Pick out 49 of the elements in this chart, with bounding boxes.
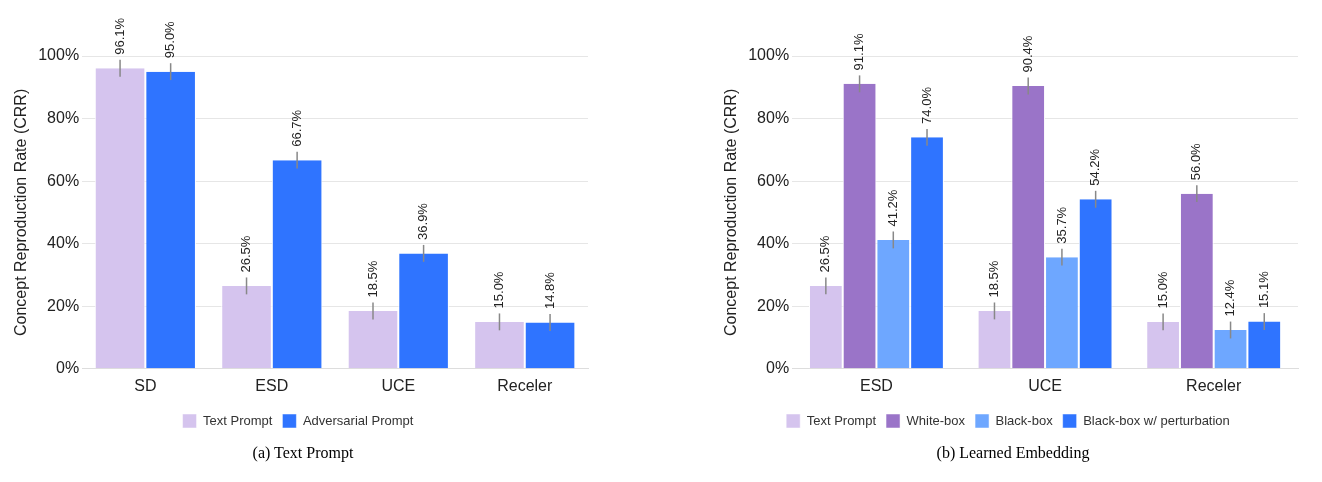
y-tick-label: 0% — [766, 359, 790, 377]
x-tick-label: ESD — [859, 376, 893, 394]
x-tick-label: ESD — [255, 376, 289, 394]
y-tick-label: 20% — [47, 296, 80, 314]
data-label: 74.0% — [918, 86, 934, 124]
y-axis-title: Concept Reproduction Rate (CRR) — [722, 88, 740, 337]
text: (a) Text Prompt — [252, 444, 354, 462]
legend-label: Text Prompt — [806, 412, 877, 428]
data-label: 12.4% — [1222, 279, 1238, 317]
y-tick-label: 20% — [757, 296, 790, 314]
data-label: 15.0% — [491, 271, 507, 309]
data-label: 18.5% — [364, 260, 380, 298]
y-tick-label: 60% — [47, 171, 80, 189]
data-label: 26.5% — [238, 235, 254, 273]
data-label: 41.2% — [884, 189, 900, 227]
text: (b) Learned Embedding — [936, 444, 1090, 462]
data-label: 54.2% — [1087, 148, 1103, 186]
data-label: 14.8% — [541, 271, 557, 310]
data-label: 66.7% — [288, 109, 304, 147]
legend-label: White-box — [906, 412, 966, 428]
data-label: 96.1% — [111, 17, 127, 55]
y-tick-label: 80% — [757, 108, 790, 126]
y-tick-label: 100% — [38, 46, 80, 64]
data-label: 15.1% — [1255, 270, 1271, 309]
data-label: 26.5% — [817, 235, 833, 273]
data-label: 91.1% — [851, 33, 867, 71]
y-tick-label: 40% — [757, 234, 790, 252]
data-label: 36.9% — [415, 202, 431, 240]
y-tick-label: 80% — [47, 108, 80, 126]
data-label: 15.0% — [1154, 271, 1170, 309]
y-tick-label: 0% — [56, 359, 80, 377]
legend-label: Text Prompt — [203, 412, 273, 428]
legend-label: Black-box — [995, 412, 1054, 428]
x-tick-label: UCE — [381, 376, 416, 394]
data-label: 95.0% — [162, 20, 178, 59]
y-axis-title: Concept Reproduction Rate (CRR) — [12, 88, 30, 337]
data-label: 56.0% — [1188, 142, 1204, 181]
y-tick-label: 60% — [757, 171, 790, 189]
x-tick-label: Receler — [497, 376, 553, 394]
x-tick-label: Receler — [1186, 376, 1242, 394]
data-label: 90.4% — [1019, 35, 1035, 73]
legend-label: Black-box w/ perturbation — [1083, 412, 1230, 428]
y-tick-label: 40% — [47, 234, 80, 252]
x-tick-label: SD — [134, 376, 157, 394]
data-label: 18.5% — [986, 260, 1002, 298]
y-tick-label: 100% — [748, 46, 790, 64]
x-tick-label: UCE — [1028, 376, 1062, 394]
data-label: 35.7% — [1053, 206, 1069, 244]
legend-label: Adversarial Prompt — [302, 412, 414, 428]
